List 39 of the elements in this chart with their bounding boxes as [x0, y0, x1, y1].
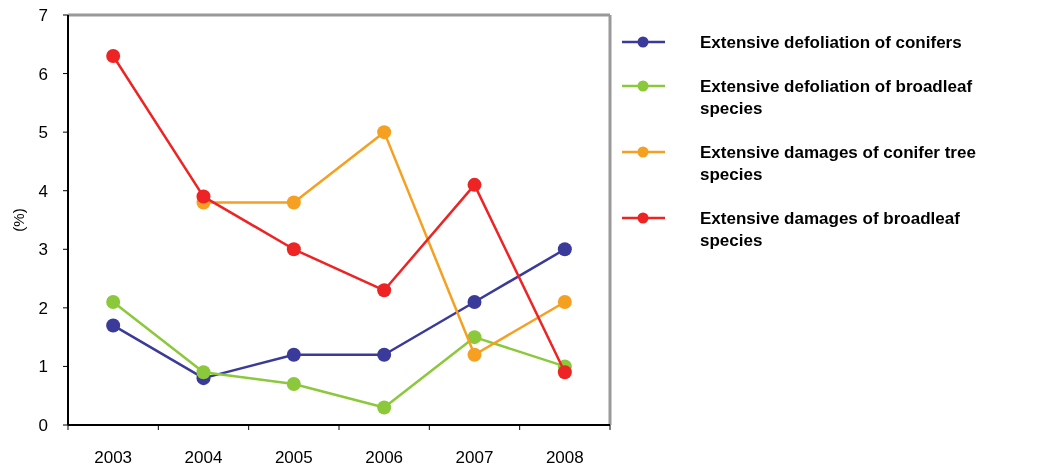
x-tick-label: 2003 [94, 448, 133, 467]
y-tick-label: 1 [38, 357, 48, 377]
point [467, 177, 482, 192]
point [377, 400, 392, 415]
point [106, 49, 121, 63]
x-tick-label: 2006 [365, 448, 404, 467]
x-tick-label: 2004 [184, 448, 223, 467]
point [377, 347, 392, 362]
legend-label: Extensive defoliation of conifers [700, 32, 962, 52]
point [557, 242, 572, 257]
point [286, 242, 301, 257]
point [286, 195, 301, 210]
y-tick-label: 2 [38, 298, 48, 318]
x-tick-label: 2005 [274, 448, 313, 467]
point [467, 330, 482, 345]
y-tick-label: 7 [38, 5, 48, 25]
y-tick-label: 4 [38, 181, 48, 201]
legend-label: Extensive damages of conifer tree species [700, 142, 976, 184]
y-tick-label: 3 [38, 240, 48, 260]
point [106, 295, 121, 309]
y-axis-title: (%) [10, 208, 27, 232]
y-tick-label: 5 [38, 123, 48, 143]
point [377, 283, 392, 298]
y-tick-label: 0 [38, 415, 48, 435]
point [286, 377, 301, 391]
legend-label: Extensive defoliation of broadleaf species [700, 76, 973, 118]
legend-label: Extensive damages of broadleaf species [700, 208, 961, 250]
point [196, 365, 211, 380]
point [467, 347, 482, 362]
point [196, 189, 211, 204]
point [106, 318, 121, 333]
point [377, 125, 392, 140]
point [467, 295, 482, 309]
x-tick-label: 2007 [455, 448, 494, 467]
y-tick-label: 6 [38, 64, 48, 84]
point [286, 347, 301, 362]
point [557, 365, 572, 380]
point [557, 295, 572, 309]
x-tick-label: 2008 [545, 448, 584, 467]
